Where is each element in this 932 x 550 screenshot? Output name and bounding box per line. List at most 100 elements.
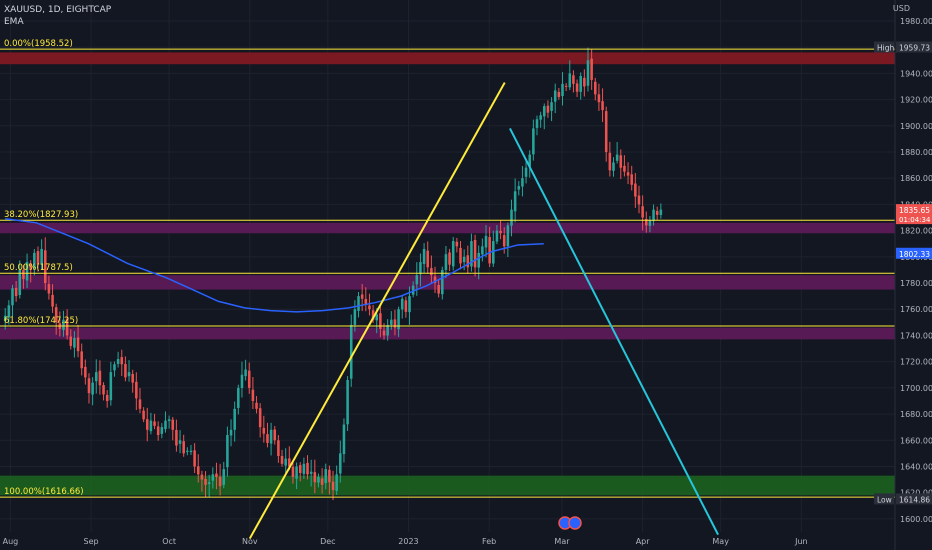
- candle-body: [568, 73, 572, 88]
- candle-body: [546, 105, 550, 113]
- candle-body: [557, 92, 561, 97]
- candle-body: [637, 195, 641, 205]
- candle-body: [495, 230, 499, 242]
- candle-body: [309, 471, 313, 474]
- candle-body: [142, 410, 145, 420]
- candle-body: [113, 364, 116, 371]
- candle-body: [189, 450, 193, 452]
- time-tick-label: Oct: [162, 537, 176, 546]
- candle-body: [98, 370, 102, 386]
- candle-body: [302, 463, 306, 474]
- candle-body: [62, 319, 65, 330]
- time-tick-label: Sep: [84, 537, 99, 546]
- candle-body: [375, 314, 379, 321]
- candle-body: [521, 178, 524, 187]
- candle-body: [572, 75, 575, 84]
- price-zones: [0, 52, 895, 496]
- trendline-yellow: [248, 82, 506, 540]
- price-tick-label: 1780.00: [900, 279, 932, 288]
- candle-body: [339, 453, 342, 474]
- candle-body: [535, 119, 539, 128]
- candle-body: [360, 294, 364, 299]
- time-axis[interactable]: Aug Sep Oct Nov Dec 2023 Feb Mar Apr May Jun: [3, 537, 808, 546]
- candle-body: [105, 394, 109, 401]
- candle-body: [502, 235, 506, 247]
- candle-body: [153, 421, 156, 426]
- candle-body: [135, 381, 138, 399]
- price-tick-label: 1720.00: [900, 358, 932, 367]
- candle-body: [608, 152, 612, 171]
- candle-body: [218, 476, 222, 487]
- fibonacci-levels: 0.00%(1958.52) 38.20%(1827.93) 50.00%(1787…: [0, 39, 895, 498]
- candle-body: [331, 481, 335, 491]
- candle-body: [415, 275, 419, 285]
- fib-label: 100.00%(1616.66): [4, 487, 84, 497]
- candle-body: [76, 337, 80, 352]
- time-tick-label: Jun: [794, 537, 808, 546]
- events-flag-icon[interactable]: [558, 516, 582, 530]
- price-label-countdown: 01:04:34: [899, 216, 931, 224]
- candle-body: [171, 419, 175, 430]
- candle-body: [517, 186, 521, 190]
- candle-body: [149, 420, 153, 432]
- candle-body: [94, 372, 98, 382]
- candle-body: [615, 154, 619, 161]
- candle-body: [222, 469, 226, 485]
- candle-body: [393, 319, 397, 328]
- symbol-title[interactable]: XAUUSD, 1D, EIGHTCAP: [4, 5, 112, 15]
- candle-body: [510, 209, 513, 226]
- candle-body: [630, 174, 633, 185]
- candle-body: [127, 372, 131, 377]
- candle-body: [138, 399, 142, 409]
- price-tick-label: 1620.00: [900, 489, 932, 498]
- candle-body: [597, 94, 601, 103]
- candle-body: [612, 162, 615, 171]
- candle-body: [386, 324, 389, 336]
- candle-body: [437, 284, 440, 294]
- candle-body: [473, 239, 477, 268]
- candle-body: [233, 408, 236, 430]
- candle-body: [623, 165, 626, 172]
- candle-body: [397, 309, 400, 330]
- price-label-box: [896, 204, 932, 225]
- candle-body: [564, 85, 568, 87]
- trendline-cyan: [509, 127, 719, 536]
- candle-body: [14, 287, 18, 297]
- price-label-box: [896, 493, 932, 505]
- candle-body: [156, 426, 160, 436]
- price-tick-label: 1980.00: [900, 17, 932, 26]
- candle-body: [390, 319, 393, 325]
- candle-body: [36, 251, 40, 265]
- candle-body: [404, 300, 408, 312]
- candle-body: [320, 478, 324, 485]
- candle-body: [499, 230, 502, 234]
- candle-body: [400, 298, 404, 310]
- candle-body: [539, 115, 542, 120]
- candle-body: [462, 256, 466, 263]
- candle-body: [237, 387, 240, 408]
- candle-body: [346, 380, 349, 425]
- candlesticks: [3, 47, 663, 501]
- price-axis-background: [895, 0, 932, 550]
- candle-body: [91, 382, 94, 395]
- candle-body: [178, 440, 182, 444]
- candle-body: [601, 101, 604, 111]
- price-tick-label: 1740.00: [900, 331, 932, 340]
- price-axis[interactable]: 1600.00 1620.00 1640.00 1660.00 1680.00 1700.…: [900, 17, 932, 524]
- candle-body: [280, 455, 284, 464]
- candle-body: [3, 315, 7, 322]
- candle-body: [655, 211, 659, 215]
- chart-legend: XAUUSD, 1D, EIGHTCAP EMA: [4, 4, 111, 28]
- fib-label: 38.20%(1827.93): [4, 210, 78, 220]
- candle-body: [25, 262, 29, 281]
- candle-body: [51, 294, 54, 307]
- candle-body: [255, 402, 258, 409]
- candle-body: [167, 419, 171, 422]
- indicator-ema-label[interactable]: EMA: [4, 17, 24, 27]
- candle-body: [459, 247, 462, 264]
- price-label-value: 1802.33: [899, 250, 930, 259]
- candle-body: [11, 288, 14, 306]
- candle-body: [160, 427, 164, 434]
